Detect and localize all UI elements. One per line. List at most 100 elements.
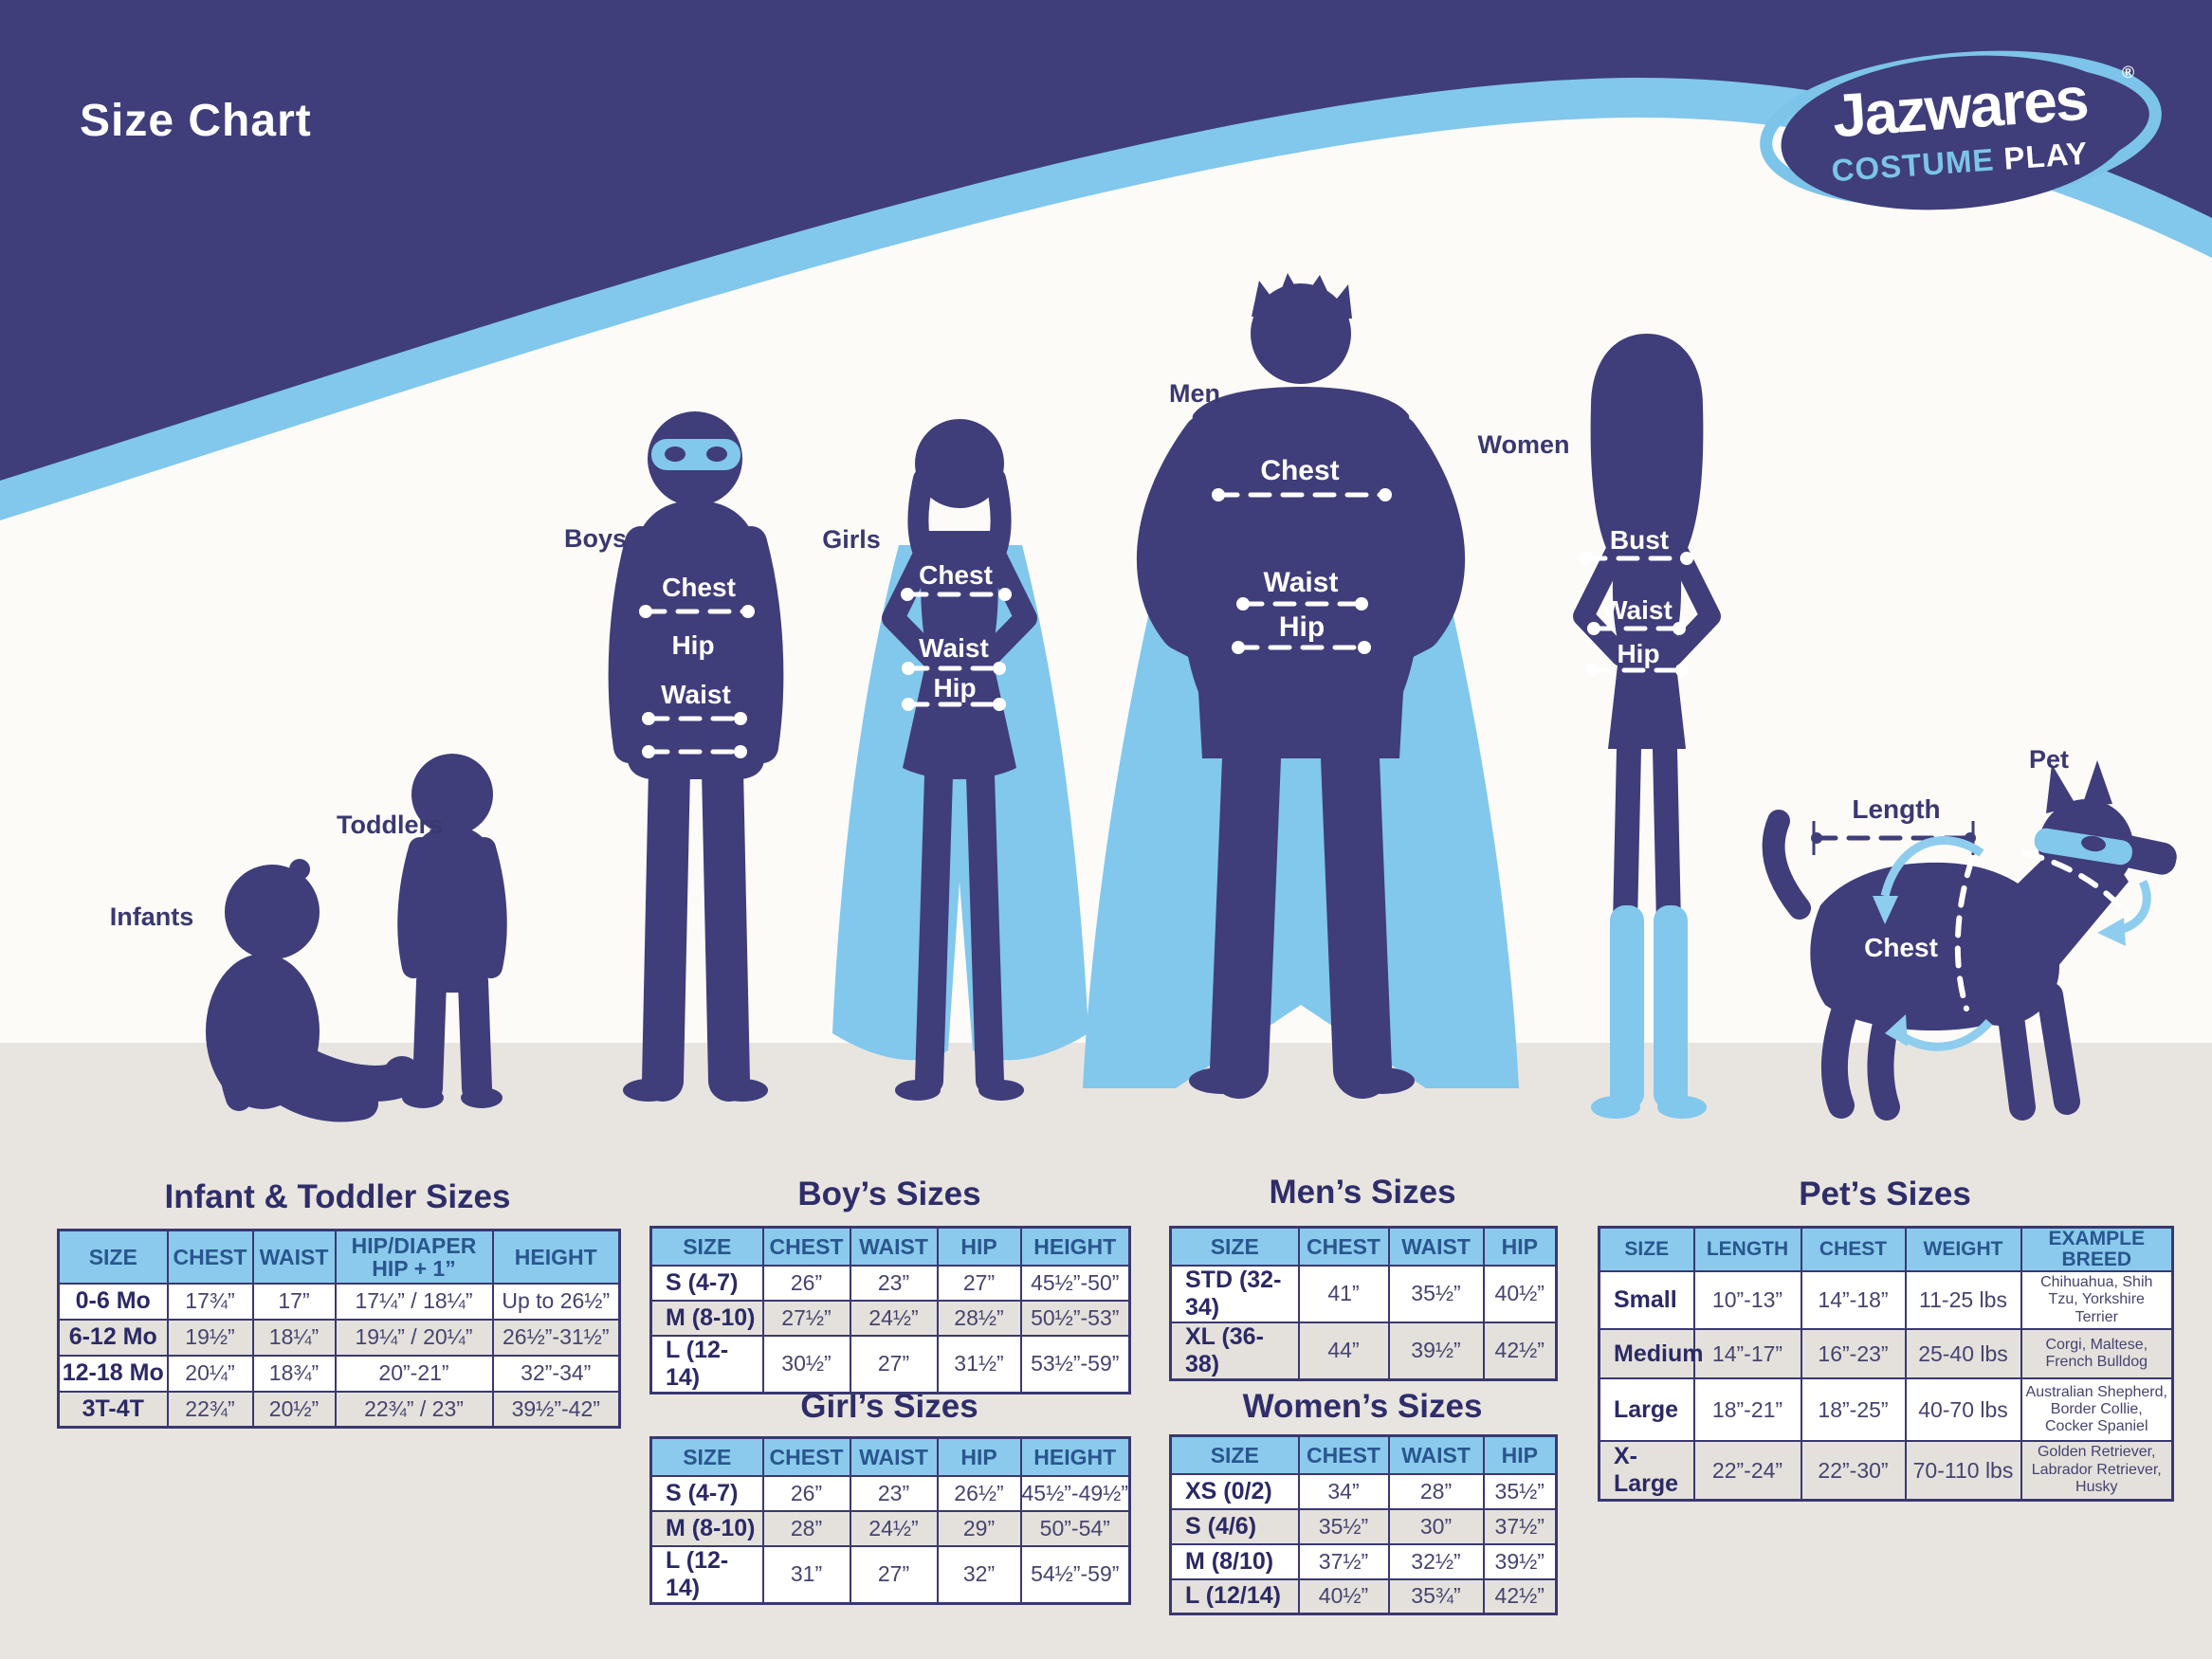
- brand-logo-icon: [1760, 50, 2162, 210]
- table-row: Medium 14”-17” 16”-23” 25-40 lbs Corgi, …: [1598, 1328, 2174, 1380]
- boy-chest-label: Chest: [662, 573, 736, 602]
- table-cell: 35¾”: [1387, 1577, 1485, 1615]
- column-header: CHEST: [1297, 1226, 1390, 1267]
- table-cell: 24½”: [849, 1509, 939, 1547]
- table-cell: 42½”: [1482, 1577, 1558, 1615]
- table-cell: 17¼” / 18¼”: [334, 1282, 494, 1321]
- table-row: Small 10”-13” 14”-18” 11-25 lbs Chihuahu…: [1598, 1270, 2174, 1331]
- table-cell: X-Large: [1598, 1440, 1695, 1502]
- infant-toddler-table: SIZE CHEST WAIST HIP/DIAPER HIP + 1” HEI…: [57, 1229, 621, 1429]
- boy-measure-lines: [639, 605, 755, 758]
- man-chest-label: Chest: [1260, 455, 1340, 486]
- table-cell: 32”: [936, 1544, 1022, 1604]
- figure-label-infants: Infants: [109, 902, 194, 931]
- column-header: HIP: [936, 1436, 1022, 1477]
- figure-label-boys: Boys: [563, 524, 628, 553]
- woman-silhouette: [1573, 334, 1721, 1119]
- column-header: WAIST: [1387, 1226, 1485, 1267]
- woman-hip-label: Hip: [1617, 639, 1660, 668]
- table-cell: 20½”: [251, 1390, 337, 1429]
- column-header: SIZE: [649, 1226, 764, 1267]
- table-cell: XL (36-38): [1169, 1321, 1300, 1380]
- table-cell: 27”: [849, 1334, 939, 1394]
- table-cell: 40½”: [1297, 1577, 1390, 1615]
- table-cell: 14”-18”: [1800, 1270, 1907, 1331]
- table-row: X-Large 22”-24” 22”-30” 70-110 lbs Golde…: [1598, 1440, 2174, 1502]
- column-header: CHEST: [1800, 1226, 1907, 1273]
- table-cell: 16”-23”: [1800, 1328, 1907, 1380]
- table-cell: 27½”: [761, 1299, 851, 1337]
- column-header: HEIGHT: [491, 1229, 621, 1285]
- column-header: SIZE: [1169, 1226, 1300, 1267]
- table-cell: 34”: [1297, 1472, 1390, 1510]
- man-hip-label: Hip: [1278, 611, 1325, 643]
- table-cell: 39½”: [1387, 1321, 1485, 1380]
- logo-registered-mark: ®: [2121, 62, 2135, 82]
- pets-table-heading: Pet’s Sizes: [1799, 1176, 1971, 1212]
- man-measure-lines: [1212, 488, 1392, 654]
- table-cell: 50”-54”: [1019, 1509, 1131, 1547]
- table-cell: 22”-30”: [1800, 1440, 1907, 1502]
- table-cell: Corgi, Maltese, French Bulldog: [2020, 1328, 2174, 1380]
- girls-table-heading: Girl’s Sizes: [800, 1388, 978, 1425]
- womens-table: SIZE CHEST WAIST HIP XS (0/2) 34” 28” 35…: [1169, 1434, 1558, 1615]
- table-cell: 19¼” / 20¼”: [334, 1318, 494, 1357]
- table-cell: 22”-24”: [1692, 1440, 1802, 1502]
- girl-cape: [832, 545, 1088, 1061]
- column-header: HIP: [1482, 1434, 1558, 1475]
- table-cell: XS (0/2): [1169, 1472, 1300, 1510]
- pet-chest-label: Chest: [1864, 933, 1938, 962]
- pet-dog-silhouette: [1762, 760, 2177, 1121]
- table-cell: 41”: [1297, 1264, 1390, 1323]
- column-header: WAIST: [849, 1436, 939, 1477]
- table-cell: S (4-7): [649, 1474, 764, 1512]
- table-cell: 22¾” / 23”: [334, 1390, 494, 1429]
- logo-play-text: PLAY: [2002, 135, 2090, 176]
- boy-waist-label: Waist: [661, 680, 731, 709]
- table-cell: 6-12 Mo: [57, 1318, 169, 1357]
- table-cell: 12-18 Mo: [57, 1354, 169, 1393]
- figure-label-pet: Pet: [2028, 745, 2070, 774]
- table-cell: 39½”: [1482, 1542, 1558, 1580]
- table-cell: L (12/14): [1169, 1577, 1300, 1615]
- table-cell: 18¾”: [251, 1354, 337, 1393]
- girls-table: SIZE CHEST WAIST HIP HEIGHT S (4-7) 26” …: [649, 1436, 1131, 1605]
- table-cell: 24½”: [849, 1299, 939, 1337]
- table-cell: Australian Shepherd, Border Collie, Cock…: [2020, 1377, 2174, 1443]
- table-row: L (12-14) 30½” 27” 31½” 53½”-59”: [649, 1334, 1131, 1394]
- column-header: HIP: [936, 1226, 1022, 1267]
- mens-table-heading: Men’s Sizes: [1269, 1174, 1456, 1211]
- table-cell: 22¾”: [166, 1390, 254, 1429]
- table-cell: STD (32-34): [1169, 1264, 1300, 1323]
- table-cell: 32”-34”: [491, 1354, 621, 1393]
- column-header: EXAMPLE BREED: [2020, 1226, 2174, 1273]
- table-cell: Small: [1598, 1270, 1695, 1331]
- table-cell: 35½”: [1297, 1507, 1390, 1545]
- table-cell: 11-25 lbs: [1904, 1270, 2022, 1331]
- table-cell: Chihuahua, Shih Tzu, Yorkshire Terrier: [2020, 1270, 2174, 1331]
- table-cell: 27”: [936, 1264, 1022, 1302]
- column-header: WAIST: [849, 1226, 939, 1267]
- figure-label-girls: Girls: [822, 525, 881, 554]
- table-cell: 45½”-50”: [1019, 1264, 1131, 1302]
- womens-table-heading: Women’s Sizes: [1242, 1388, 1483, 1425]
- table-header-row: SIZE CHEST WAIST HIP: [1169, 1226, 1558, 1267]
- table-cell: 31½”: [936, 1334, 1022, 1394]
- table-cell: Large: [1598, 1377, 1695, 1443]
- table-cell: 50½”-53”: [1019, 1299, 1131, 1337]
- table-row: XL (36-38) 44” 39½” 42½”: [1169, 1321, 1558, 1380]
- toddler-silhouette: [397, 754, 507, 1108]
- table-cell: 28”: [1387, 1472, 1485, 1510]
- header-wave: [0, 0, 2212, 481]
- table-row: M (8-10) 27½” 24½” 28½” 50½”-53”: [649, 1299, 1131, 1337]
- girl-waist-label: Waist: [919, 633, 989, 663]
- table-cell: 26½”-31½”: [491, 1318, 621, 1357]
- column-header: WAIST: [251, 1229, 337, 1285]
- column-header: LENGTH: [1692, 1226, 1802, 1273]
- figure-label-women: Women: [1477, 430, 1570, 459]
- table-row: 0-6 Mo 17¾” 17” 17¼” / 18¼” Up to 26½”: [57, 1282, 621, 1321]
- table-header-row: SIZE CHEST WAIST HIP HEIGHT: [649, 1226, 1131, 1267]
- table-row: 6-12 Mo 19½” 18¼” 19¼” / 20¼” 26½”-31½”: [57, 1318, 621, 1357]
